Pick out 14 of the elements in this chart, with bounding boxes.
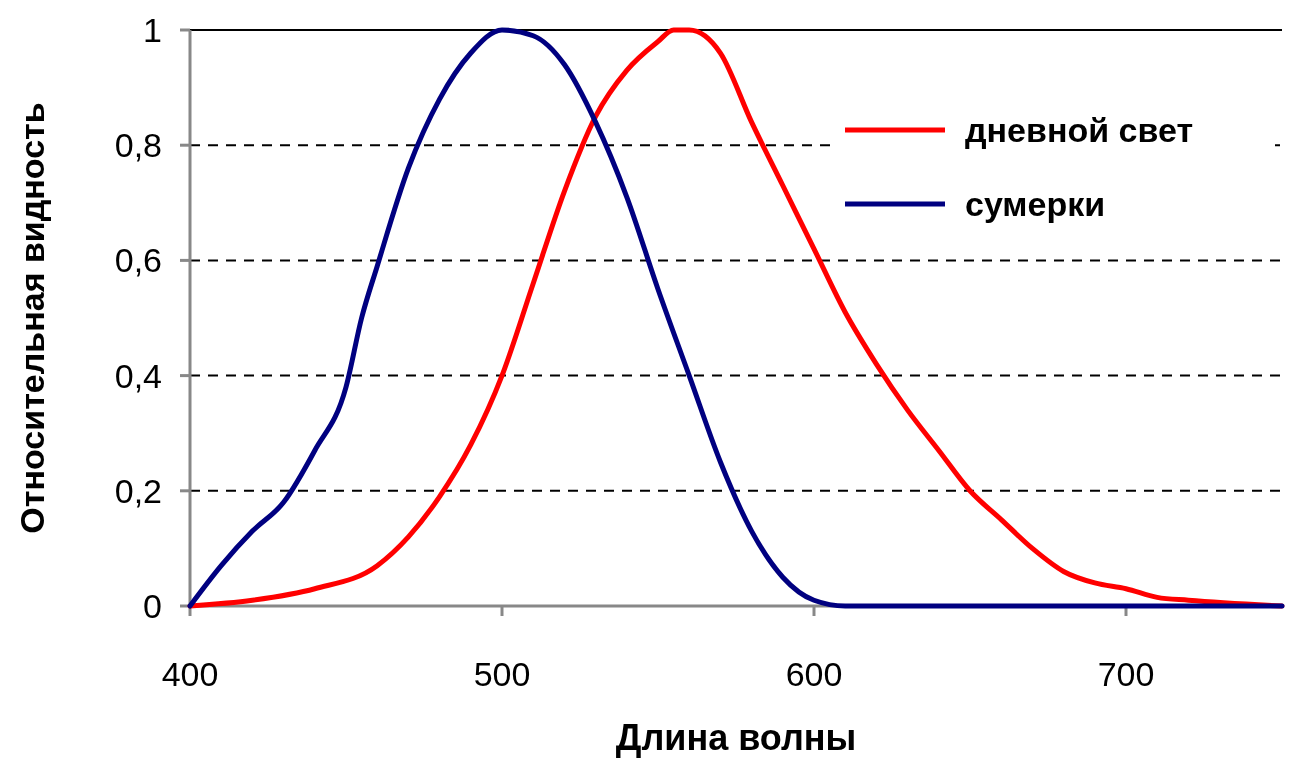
y-tick-label: 0,2: [114, 471, 162, 510]
x-tick-label: 400: [161, 655, 219, 693]
legend-label: сумерки: [965, 184, 1106, 223]
y-tick-label: 0,4: [114, 356, 162, 395]
x-tick-label: 700: [1097, 655, 1155, 693]
x-tick-label: 500: [473, 655, 531, 693]
y-tick-label: 0,6: [114, 241, 162, 280]
x-tick-label: 600: [785, 655, 843, 693]
y-tick-label: 1: [143, 10, 162, 49]
x-axis-title: Длина волны: [615, 717, 857, 758]
y-tick-label: 0,8: [114, 126, 162, 165]
y-tick-label: 0: [143, 586, 162, 625]
legend-label: дневной свет: [965, 110, 1194, 149]
y-axis-title: Относительная видность: [13, 102, 51, 534]
